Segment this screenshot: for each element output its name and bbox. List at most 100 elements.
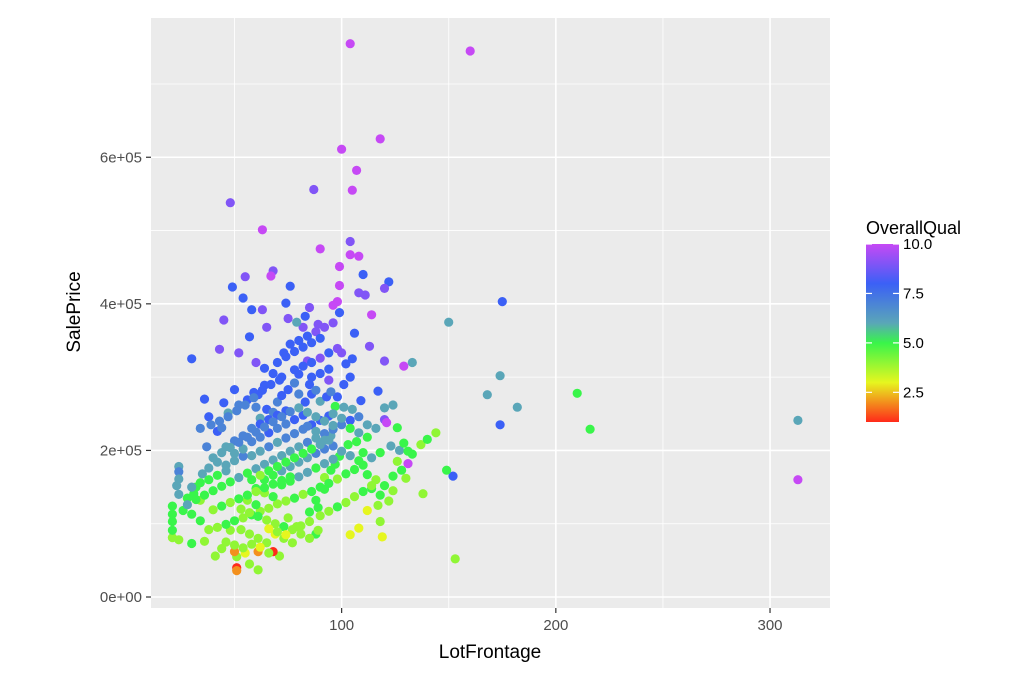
data-point: [217, 448, 227, 458]
data-point: [373, 386, 383, 396]
data-point: [465, 46, 475, 56]
data-point: [281, 530, 291, 540]
data-point: [272, 397, 282, 407]
data-point: [217, 544, 227, 554]
data-point: [328, 318, 338, 328]
data-point: [285, 281, 295, 291]
data-point: [585, 424, 595, 434]
data-point: [337, 446, 347, 456]
data-point: [332, 502, 342, 512]
data-point: [174, 467, 184, 477]
data-point: [217, 481, 227, 491]
data-point: [324, 478, 334, 488]
data-point: [281, 457, 291, 467]
data-point: [384, 496, 394, 506]
data-point: [375, 134, 385, 144]
colorbar-tick-label: 10.0: [903, 236, 932, 253]
data-point: [343, 440, 353, 450]
data-point: [360, 290, 370, 300]
data-point: [311, 385, 321, 395]
data-point: [319, 459, 330, 469]
data-point: [251, 500, 261, 510]
data-point: [219, 398, 229, 408]
y-tick-label: 0e+00: [100, 589, 142, 606]
data-point: [399, 361, 409, 371]
data-point: [219, 315, 229, 325]
data-point: [307, 486, 317, 497]
data-point: [281, 298, 291, 308]
data-point: [334, 261, 345, 272]
data-point: [349, 492, 360, 502]
data-point: [307, 338, 317, 348]
data-point: [221, 519, 231, 530]
data-point: [375, 516, 385, 527]
data-point: [287, 525, 297, 535]
data-point: [332, 392, 342, 402]
y-tick-label: 4e+05: [100, 296, 142, 313]
data-point: [174, 489, 184, 499]
data-point: [251, 464, 261, 474]
data-point: [315, 368, 325, 379]
data-point: [345, 451, 355, 461]
data-point: [448, 471, 458, 481]
data-point: [298, 342, 308, 352]
data-point: [283, 385, 293, 395]
data-point: [264, 442, 274, 452]
data-point: [272, 357, 282, 368]
data-point: [247, 305, 257, 315]
data-point: [212, 522, 222, 533]
data-point: [347, 404, 357, 414]
data-point: [251, 357, 261, 368]
data-point: [204, 463, 214, 473]
data-point: [294, 389, 304, 399]
data-point: [244, 332, 255, 342]
data-point: [257, 225, 267, 235]
data-point: [247, 451, 257, 461]
data-point: [394, 445, 405, 455]
data-point: [253, 533, 263, 544]
data-point: [345, 250, 355, 260]
data-point: [289, 346, 300, 357]
data-point: [324, 375, 334, 385]
data-point: [296, 521, 306, 531]
data-point: [195, 478, 205, 488]
data-point: [375, 448, 385, 458]
data-point: [326, 465, 336, 475]
data-point: [315, 244, 325, 254]
data-point: [495, 420, 505, 430]
data-point: [296, 529, 306, 539]
data-point: [257, 305, 267, 315]
data-point: [315, 482, 325, 492]
data-point: [285, 407, 295, 417]
data-point: [238, 444, 248, 454]
data-point: [324, 506, 334, 516]
data-point: [285, 339, 295, 349]
data-point: [345, 415, 355, 425]
data-point: [298, 322, 308, 332]
data-point: [255, 470, 265, 480]
data-point: [281, 419, 291, 429]
data-point: [242, 432, 252, 442]
data-point: [328, 420, 338, 431]
x-tick-label: 100: [329, 617, 354, 634]
data-point: [195, 516, 205, 526]
data-point: [268, 455, 278, 465]
colorbar: [866, 244, 899, 422]
data-point: [266, 379, 276, 390]
data-point: [450, 554, 460, 564]
data-point: [302, 331, 312, 341]
data-point: [262, 322, 272, 332]
data-point: [315, 353, 325, 363]
data-point: [364, 341, 375, 351]
data-point: [793, 415, 803, 425]
data-point: [255, 542, 265, 552]
data-point: [324, 435, 334, 445]
data-point: [793, 475, 803, 485]
data-point: [431, 428, 441, 438]
data-point: [375, 490, 385, 500]
grid-major: [151, 18, 830, 608]
data-point: [208, 453, 218, 463]
data-point: [300, 397, 310, 407]
data-point: [392, 423, 402, 433]
data-point: [202, 442, 212, 452]
